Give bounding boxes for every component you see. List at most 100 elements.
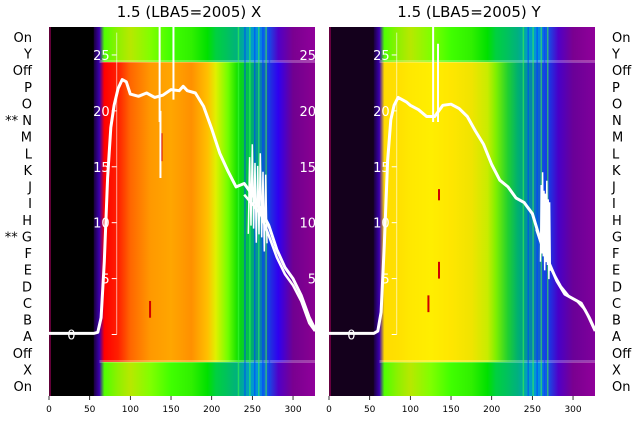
heat-edge-top (99, 60, 315, 63)
row-label: F (25, 247, 32, 262)
row-label: C (23, 297, 32, 312)
row-label: On (14, 380, 32, 395)
heat-stripe (268, 27, 271, 396)
heat-stripe (253, 27, 256, 396)
overlay-tick-label: 20 (373, 105, 390, 120)
chart-title: 1.5 (LBA5=2005) Y (397, 3, 541, 21)
row-label: P (24, 81, 32, 96)
row-label: On (14, 31, 32, 46)
overlay-tick-label: 0 (347, 329, 355, 344)
row-label: E (24, 264, 32, 279)
row-label: Off (612, 64, 632, 79)
x-tick-label: 50 (364, 405, 376, 415)
row-label: Off (13, 347, 33, 362)
row-label: C (612, 297, 621, 312)
row-label: E (612, 264, 620, 279)
overlay-tick-label: 25 (93, 49, 110, 64)
row-label: F (612, 247, 619, 262)
row-label: H (612, 214, 622, 229)
x-tick-label: 250 (244, 405, 261, 415)
x-tick-label: 100 (122, 405, 139, 415)
heat-stripe (527, 27, 529, 396)
row-label: X (612, 363, 621, 378)
heat-edge-bottom (379, 360, 595, 363)
row-label: X (23, 363, 32, 378)
x-tick-label: 250 (524, 405, 541, 415)
row-label: Off (612, 347, 632, 362)
heat-stripe (237, 27, 240, 396)
row-label: K (23, 164, 32, 179)
x-tick-label: 200 (203, 405, 220, 415)
heat-stripe (532, 27, 534, 396)
overlay-tick-label: 15 (93, 161, 110, 176)
overlay-tick-label: 5 (101, 273, 109, 288)
overlay-tick-label: 5 (381, 273, 389, 288)
row-label: D (22, 280, 32, 295)
heat-red-mark (438, 189, 441, 201)
row-label: A (23, 330, 32, 345)
chart-title: 1.5 (LBA5=2005) X (117, 3, 262, 21)
heat-stripe (522, 27, 525, 396)
x-tick-label: 200 (483, 405, 500, 415)
overlay-series-line (49, 78, 317, 335)
row-label: N (612, 114, 622, 129)
heat-stripe (249, 27, 251, 396)
x-tick-label: 300 (284, 405, 301, 415)
row-label: B (23, 314, 32, 329)
panel-y: 1.5 (LBA5=2005) YOnYOffPONMLKJIHGFEDCBAO… (326, 3, 632, 415)
overlay-tick-label-right: 10 (299, 217, 316, 232)
row-label: P (612, 81, 620, 96)
row-label: D (612, 280, 622, 295)
overlay-tick-label-right: 5 (308, 273, 316, 288)
overlay-tick-label: 10 (373, 217, 390, 232)
row-label: L (25, 147, 33, 162)
heat-edge-top (379, 60, 595, 63)
overlay-tick-label: 20 (93, 105, 110, 120)
row-label: M (21, 131, 32, 146)
overlay-tick-label-right: 20 (299, 105, 316, 120)
overlay-noise (539, 172, 552, 280)
row-label: Y (611, 48, 620, 63)
x-tick-label: 100 (402, 405, 419, 415)
overlay-tick-label: 15 (373, 161, 390, 176)
x-tick-label: 150 (162, 405, 179, 415)
row-label: J (611, 181, 616, 196)
heat-left-edge (49, 27, 51, 396)
x-tick-label: 0 (46, 405, 52, 415)
row-label: Y (23, 48, 32, 63)
row-label: L (612, 147, 620, 162)
row-label: O (612, 97, 622, 112)
row-label: J (27, 181, 32, 196)
row-label: K (612, 164, 621, 179)
x-tick-label: 300 (564, 405, 581, 415)
overlay-tick-label: 25 (373, 49, 390, 64)
x-tick-label: 0 (326, 405, 332, 415)
overlay-tick-label-right: 25 (299, 49, 316, 64)
x-tick-label: 50 (84, 405, 96, 415)
row-label: Off (13, 64, 33, 79)
row-label: H (22, 214, 32, 229)
row-label: I (612, 197, 616, 212)
overlay-noise (247, 144, 268, 252)
heat-red-mark (149, 300, 152, 318)
row-label: G (612, 230, 622, 245)
row-label: B (612, 314, 621, 329)
row-label: On (612, 31, 630, 46)
row-label: O (22, 97, 32, 112)
row-label: ** G (5, 230, 32, 245)
heat-stripe (536, 27, 538, 396)
heat-red-mark (427, 295, 430, 313)
row-label: I (28, 197, 32, 212)
heat-red-mark (438, 261, 441, 279)
row-label: ** N (5, 114, 32, 129)
overlay-tick-label-right: 15 (299, 161, 316, 176)
row-label: M (612, 131, 623, 146)
heat-stripe (244, 27, 246, 396)
row-label: A (612, 330, 621, 345)
heat-edge-bottom (99, 360, 315, 363)
row-label: On (612, 380, 630, 395)
x-tick-label: 150 (442, 405, 459, 415)
heat-left-edge (329, 27, 331, 396)
